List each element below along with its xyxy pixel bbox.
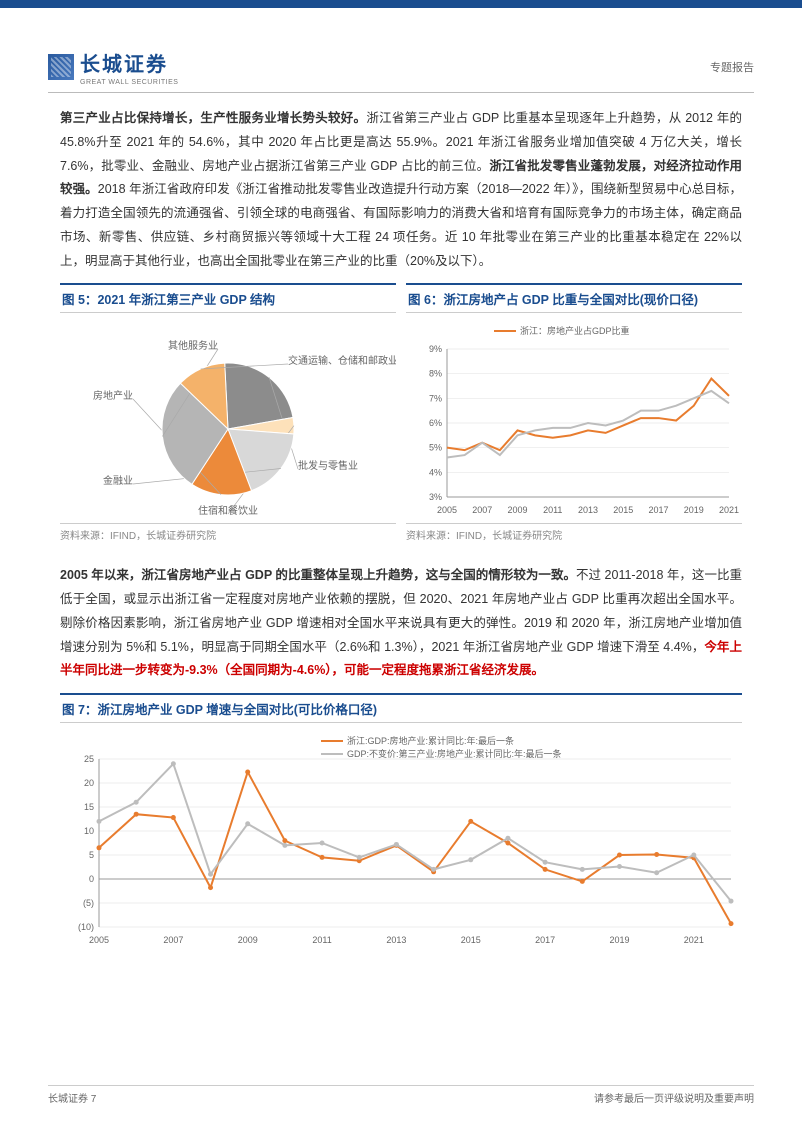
svg-text:5%: 5% (429, 443, 442, 453)
chart5-title: 图 5：2021 年浙江第三产业 GDP 结构 (60, 283, 396, 313)
svg-text:6%: 6% (429, 418, 442, 428)
svg-text:4%: 4% (429, 468, 442, 478)
svg-text:2011: 2011 (543, 505, 562, 515)
svg-text:15: 15 (84, 802, 94, 812)
svg-text:0: 0 (89, 874, 94, 884)
svg-text:2005: 2005 (437, 505, 457, 515)
paragraph-1: 第三产业占比保持增长，生产性服务业增长势头较好。浙江省第三产业占 GDP 比重基… (60, 107, 742, 273)
svg-text:2021: 2021 (719, 505, 739, 515)
svg-text:2005: 2005 (89, 935, 109, 945)
svg-text:(5): (5) (83, 898, 94, 908)
svg-text:2017: 2017 (648, 505, 668, 515)
footer: 长城证券 7 请参考最后一页评级说明及重要声明 (48, 1085, 754, 1105)
svg-text:房地产业: 房地产业 (93, 389, 133, 402)
chart5-source: 资料来源：IFIND，长城证券研究院 (60, 523, 396, 542)
page: 长城证券 GREAT WALL SECURITIES 专题报告 第三产业占比保持… (0, 0, 802, 1133)
svg-text:25: 25 (84, 754, 94, 764)
svg-text:浙江：房地产业占GDP比重: 浙江：房地产业占GDP比重 (520, 325, 630, 336)
chart7-title: 图 7：浙江房地产业 GDP 增速与全国对比(可比价格口径) (60, 693, 742, 723)
logo: 长城证券 GREAT WALL SECURITIES (48, 48, 178, 86)
svg-text:10: 10 (84, 826, 94, 836)
footer-right: 请参考最后一页评级说明及重要声明 (594, 1090, 754, 1105)
svg-text:2015: 2015 (613, 505, 633, 515)
svg-text:其他服务业: 其他服务业 (168, 339, 218, 352)
svg-text:批发与零售业: 批发与零售业 (298, 459, 358, 472)
svg-text:2007: 2007 (472, 505, 492, 515)
header: 长城证券 GREAT WALL SECURITIES 专题报告 (48, 48, 754, 93)
logo-zh: 长城证券 (80, 48, 178, 77)
svg-text:2009: 2009 (238, 935, 258, 945)
svg-text:2017: 2017 (535, 935, 555, 945)
svg-text:2013: 2013 (386, 935, 406, 945)
svg-text:浙江:GDP:房地产业:累计同比:年:最后一条: 浙江:GDP:房地产业:累计同比:年:最后一条 (347, 735, 514, 746)
svg-text:住宿和餐饮业: 住宿和餐饮业 (198, 504, 258, 517)
chart6-source: 资料来源：IFIND，长城证券研究院 (406, 523, 742, 542)
chart6-box: 图 6：浙江房地产占 GDP 比重与全国对比(现价口径) 3% 4% 5% 6% 7% 8… (406, 283, 742, 542)
chart5-box: 图 5：2021 年浙江第三产业 GDP 结构 批发与零售业住宿和餐饮业 金融业 房… (60, 283, 396, 542)
svg-text:2021: 2021 (684, 935, 704, 945)
svg-text:2013: 2013 (578, 505, 598, 515)
content: 第三产业占比保持增长，生产性服务业增长势头较好。浙江省第三产业占 GDP 比重基… (48, 107, 754, 949)
svg-text:5: 5 (89, 850, 94, 860)
svg-text:GDP:不变价:第三产业:房地产业:累计同比:年:最后一条: GDP:不变价:第三产业:房地产业:累计同比:年:最后一条 (347, 748, 562, 759)
svg-text:(10): (10) (78, 922, 94, 932)
svg-text:2015: 2015 (461, 935, 481, 945)
svg-text:交通运输、仓储和邮政业: 交通运输、仓储和邮政业 (288, 354, 396, 367)
charts-row-1: 图 5：2021 年浙江第三产业 GDP 结构 批发与零售业住宿和餐饮业 金融业 房… (60, 283, 742, 542)
svg-text:9%: 9% (429, 344, 442, 354)
svg-text:3%: 3% (429, 492, 442, 502)
doc-type: 专题报告 (710, 59, 754, 75)
svg-text:2009: 2009 (507, 505, 527, 515)
paragraph-2: 2005 年以来，浙江省房地产业占 GDP 的比重整体呈现上升趋势，这与全国的情… (60, 564, 742, 683)
para1-rest: 2018 年浙江省政府印发《浙江省推动批发零售业改造提升行动方案（2018—20… (60, 182, 742, 267)
svg-text:2019: 2019 (609, 935, 629, 945)
svg-text:7%: 7% (429, 394, 442, 404)
line-chart-6: 3% 4% 5% 6% 7% 8% 9% 2005 2007 2009 2011 2013 2015 20… (406, 319, 742, 519)
chart7-area: (10) (5) 0 5 10 15 20 25 2005 2007 2009 2011 2013 201… (60, 729, 742, 949)
logo-en: GREAT WALL SECURITIES (80, 79, 178, 86)
svg-text:金融业: 金融业 (103, 474, 133, 487)
footer-left: 长城证券 7 (48, 1090, 96, 1105)
chart5-area: 批发与零售业住宿和餐饮业 金融业 房地产业 其他服务业交通运输、仓储和邮政业 (60, 319, 396, 519)
svg-text:2007: 2007 (163, 935, 183, 945)
pie-chart: 批发与零售业住宿和餐饮业 金融业 房地产业 其他服务业交通运输、仓储和邮政业 (60, 319, 396, 519)
chart7-box: 图 7：浙江房地产业 GDP 增速与全国对比(可比价格口径) (10) (5) 0 5… (60, 693, 742, 949)
chart6-area: 3% 4% 5% 6% 7% 8% 9% 2005 2007 2009 2011 2013 2015 20… (406, 319, 742, 519)
line-chart-7: (10) (5) 0 5 10 15 20 25 2005 2007 2009 2011 2013 201… (60, 729, 742, 949)
para2-lead: 2005 年以来，浙江省房地产业占 GDP 的比重整体呈现上升趋势，这与全国的情… (60, 568, 576, 582)
svg-text:20: 20 (84, 778, 94, 788)
chart6-title: 图 6：浙江房地产占 GDP 比重与全国对比(现价口径) (406, 283, 742, 313)
svg-text:2019: 2019 (684, 505, 704, 515)
logo-icon (48, 54, 74, 80)
para1-lead: 第三产业占比保持增长，生产性服务业增长势头较好。 (60, 111, 366, 125)
svg-text:2011: 2011 (312, 935, 331, 945)
svg-text:8%: 8% (429, 369, 442, 379)
